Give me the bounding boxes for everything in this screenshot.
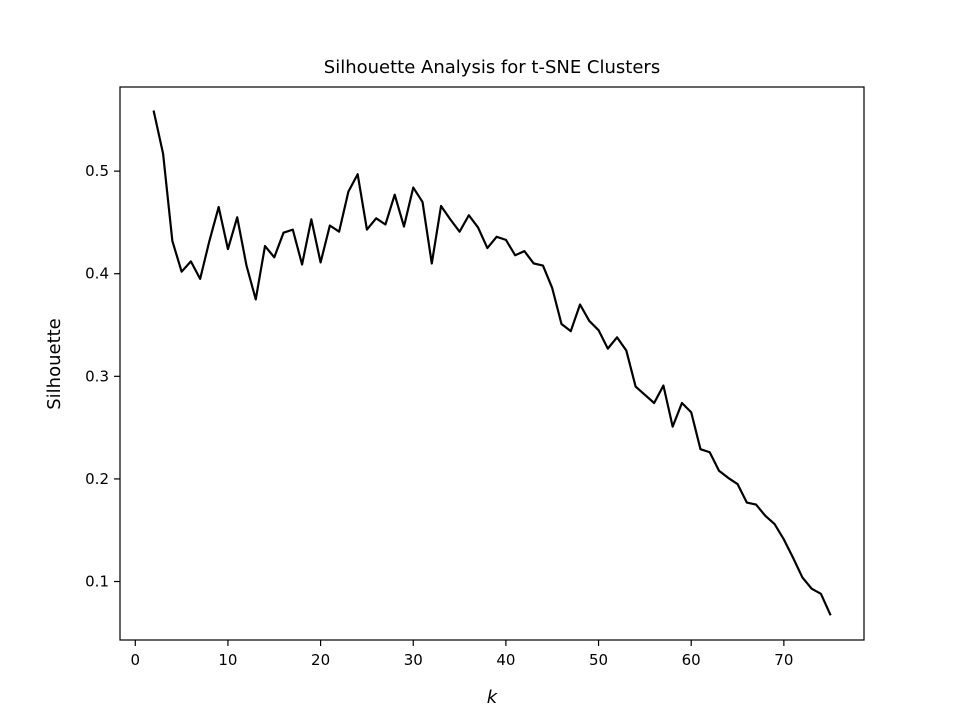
y-tick-label: 0.1 (85, 573, 109, 591)
y-tick-label: 0.3 (85, 367, 109, 385)
y-axis-label: Silhouette (44, 318, 65, 410)
x-tick-label: 0 (131, 651, 141, 669)
x-tick-label: 70 (774, 651, 793, 669)
x-tick-label: 30 (404, 651, 423, 669)
x-axis: 0 10 20 30 40 50 60 70 (131, 640, 793, 669)
y-tick-label: 0.4 (85, 265, 109, 283)
y-tick-label: 0.5 (85, 162, 109, 180)
chart-title: Silhouette Analysis for t-SNE Clusters (324, 57, 660, 78)
x-axis-label: k (487, 687, 499, 708)
series-line (152, 110, 832, 616)
x-tick-label: 40 (496, 651, 515, 669)
x-tick-label: 50 (589, 651, 608, 669)
x-tick-label: 20 (311, 651, 330, 669)
x-tick-label: 60 (682, 651, 701, 669)
plot-frame (119, 86, 865, 641)
y-tick-label: 0.2 (85, 470, 109, 488)
y-axis: 0.1 0.2 0.3 0.4 0.5 (85, 162, 120, 591)
plot-area: 0 10 20 30 40 50 60 70 0.1 0.2 0.3 0.4 0.5 (85, 86, 865, 669)
x-tick-label: 10 (218, 651, 237, 669)
